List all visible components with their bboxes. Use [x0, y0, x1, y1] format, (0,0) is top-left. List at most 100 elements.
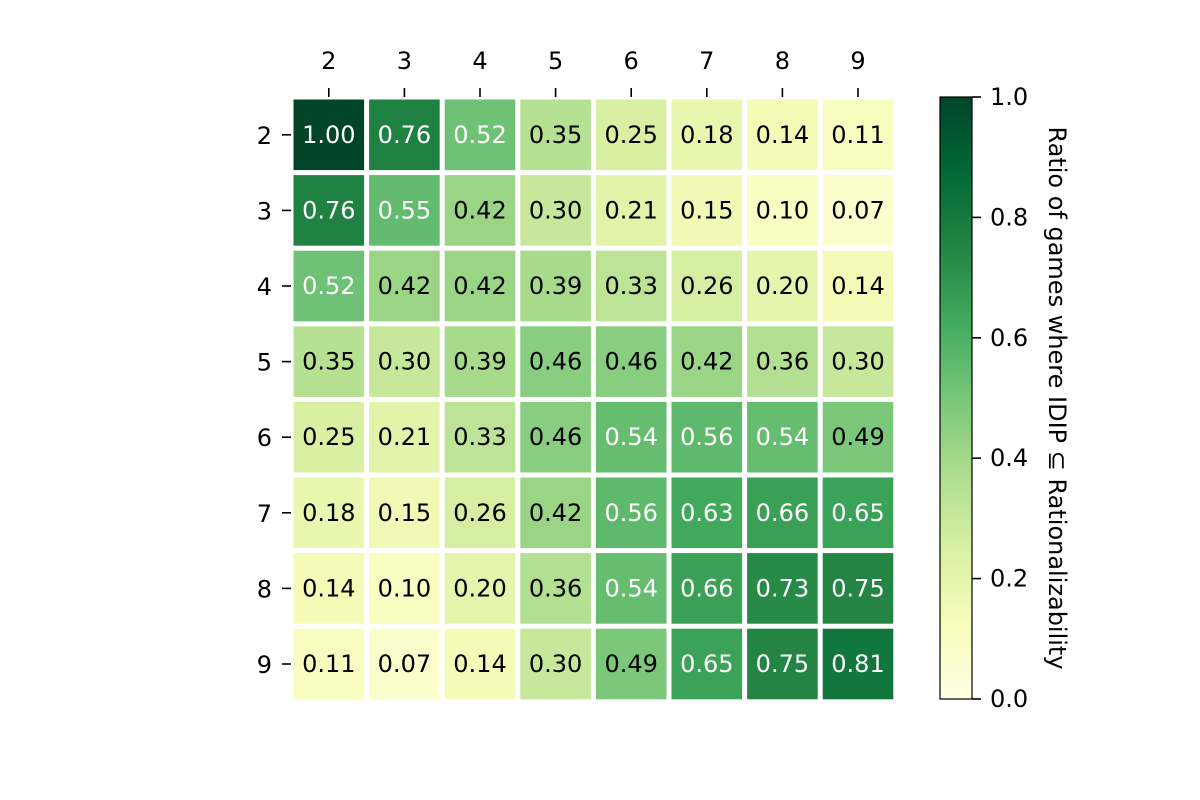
heatmap-cell [520, 99, 591, 171]
y-tick-label: 3 [257, 197, 272, 225]
cell-value-label: 0.35 [302, 348, 355, 376]
heatmap-cell [520, 175, 591, 246]
heatmap-cell [747, 175, 818, 246]
cell-value-label: 0.54 [756, 423, 809, 451]
heatmap-cell [822, 401, 894, 473]
y-tick-label: 5 [257, 349, 272, 377]
colorbar-tick-label: 0.4 [990, 444, 1028, 472]
heatmap-cell [671, 326, 743, 397]
colorbar-label: Ratio of games where IDIP ⊆ Rationalizab… [1043, 126, 1071, 669]
cell-value-label: 0.55 [378, 196, 431, 224]
heatmap-cell [747, 250, 818, 322]
colorbar: 0.0 0.2 0.4 0.6 0.8 1.0 Ratio of games where … [939, 83, 1071, 713]
heatmap-cell [520, 553, 591, 624]
cell-value-label: 0.63 [680, 499, 733, 527]
cell-value-label: 0.76 [302, 196, 355, 224]
cell-value-label: 0.20 [756, 272, 809, 300]
colorbar-gradient [939, 96, 973, 700]
heatmap-cell [293, 250, 365, 322]
heatmap-cell [293, 628, 365, 700]
cell-value-label: 0.33 [604, 272, 657, 300]
heatmap-cell [444, 175, 516, 246]
cell-value-label: 0.52 [453, 121, 506, 149]
x-tick-label: 9 [850, 47, 865, 75]
heatmap-cell [595, 99, 667, 171]
x-tick-label: 2 [321, 47, 336, 75]
cell-value-label: 0.10 [756, 196, 809, 224]
heatmap-cell [595, 401, 667, 473]
x-axis-ticks: 2 3 4 5 6 7 8 9 [321, 47, 866, 97]
cell-value-label: 0.46 [529, 423, 582, 451]
cell-value-label: 0.26 [680, 272, 733, 300]
cell-value-label: 0.54 [604, 423, 657, 451]
cell-value-label: 0.42 [453, 272, 506, 300]
cell-value-label: 0.10 [378, 574, 431, 602]
y-tick-label: 8 [257, 575, 272, 603]
heatmap-cell [444, 401, 516, 473]
heatmap-cell [595, 477, 667, 549]
heatmap-cell [671, 401, 743, 473]
cell-value-label: 0.33 [453, 423, 506, 451]
cell-value-label: 0.11 [831, 121, 884, 149]
cell-value-label: 0.42 [680, 348, 733, 376]
x-tick-label: 6 [624, 47, 639, 75]
heatmap-cell [747, 477, 818, 549]
heatmap-cell [671, 175, 743, 246]
heatmap-cell [595, 326, 667, 397]
heatmap-cell [444, 553, 516, 624]
x-tick-label: 3 [397, 47, 412, 75]
heatmap-cell [520, 401, 591, 473]
cell-value-label: 0.76 [378, 121, 431, 149]
colorbar-tick-label: 0.6 [990, 324, 1028, 352]
cell-value-label: 0.20 [453, 574, 506, 602]
cell-value-label: 0.36 [756, 348, 809, 376]
cell-value-label: 0.25 [604, 121, 657, 149]
cell-value-label: 0.14 [302, 574, 355, 602]
cell-value-label: 0.18 [302, 499, 355, 527]
colorbar-ticks: 0.0 0.2 0.4 0.6 0.8 1.0 [972, 83, 1028, 713]
cell-value-label: 0.42 [378, 272, 431, 300]
x-tick-label: 7 [699, 47, 714, 75]
heatmap-cell [822, 175, 894, 246]
cell-value-label: 0.49 [831, 423, 884, 451]
heatmap-cell [595, 553, 667, 624]
y-axis-ticks: 2 3 4 5 6 7 8 9 [257, 122, 291, 679]
y-tick-label: 4 [257, 273, 272, 301]
cell-value-label: 0.42 [453, 196, 506, 224]
cell-value-label: 0.25 [302, 423, 355, 451]
heatmap-cell [369, 628, 440, 700]
colorbar-tick-label: 0.2 [990, 565, 1028, 593]
heatmap-cell [293, 553, 365, 624]
y-tick-label: 2 [257, 122, 272, 150]
cell-value-label: 0.21 [378, 423, 431, 451]
heatmap-cell [293, 99, 365, 171]
cell-value-label: 0.39 [529, 272, 582, 300]
heatmap-cell [520, 326, 591, 397]
y-tick-label: 7 [257, 500, 272, 528]
heatmap-cell [520, 250, 591, 322]
cell-value-label: 0.54 [604, 574, 657, 602]
cell-value-label: 0.66 [680, 574, 733, 602]
cell-value-label: 0.30 [529, 196, 582, 224]
heatmap-cell [822, 326, 894, 397]
heatmap-cell [369, 553, 440, 624]
y-tick-label: 9 [257, 651, 272, 679]
cell-value-label: 0.46 [604, 348, 657, 376]
heatmap-cell [822, 628, 894, 700]
cell-value-label: 0.81 [831, 650, 884, 678]
cell-value-label: 0.26 [453, 499, 506, 527]
heatmap-cell [369, 401, 440, 473]
heatmap-cell [671, 250, 743, 322]
heatmap-cell [293, 175, 365, 246]
heatmap-cells: 1.00 0.76 0.52 0.35 0.25 0.18 0.14 0.11 0.76 0.55… [293, 99, 894, 700]
cell-value-label: 0.49 [604, 650, 657, 678]
cell-value-label: 0.52 [302, 272, 355, 300]
cell-value-label: 0.36 [529, 574, 582, 602]
heatmap-cell [369, 175, 440, 246]
heatmap-cell [747, 326, 818, 397]
cell-value-label: 0.39 [453, 348, 506, 376]
heatmap-cell [747, 99, 818, 171]
heatmap-cell [595, 628, 667, 700]
cell-value-label: 0.14 [831, 272, 884, 300]
